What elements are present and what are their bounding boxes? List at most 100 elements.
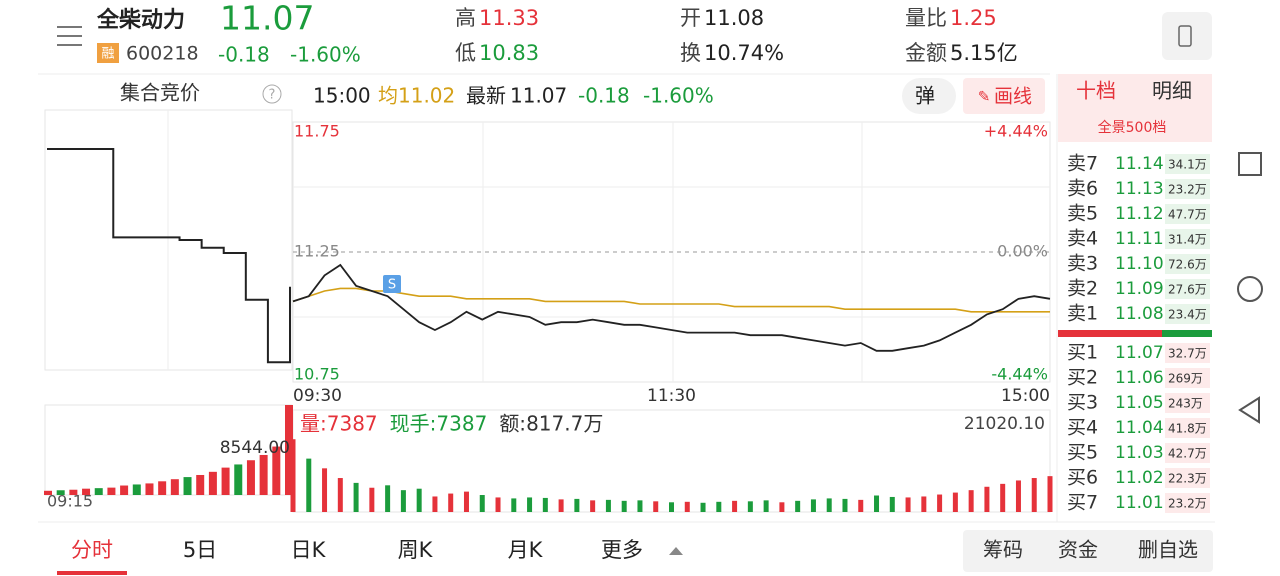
volume-bar — [353, 482, 359, 512]
avg-label: 均 — [378, 84, 398, 108]
toolbar-change-pct: -1.60% — [643, 84, 714, 108]
actions-bg — [963, 530, 1213, 572]
volume-bar — [874, 495, 880, 512]
volume-bar — [779, 502, 785, 512]
auction-volume-bar — [208, 471, 217, 495]
level-volume: 23.2万 — [1168, 183, 1207, 197]
signal-badge — [383, 275, 401, 293]
panorama-bg — [1058, 112, 1212, 142]
bottom-action[interactable]: 删自选 — [1138, 538, 1198, 562]
level-price: 11.02 — [1115, 468, 1164, 488]
stat-value: 5.15亿 — [950, 41, 1018, 65]
volume-bar — [905, 497, 911, 512]
volume-bg — [1165, 393, 1210, 413]
auction-volume-bar — [94, 488, 103, 495]
bottom-tab[interactable]: 5日 — [183, 538, 217, 562]
auction-volume-bar — [82, 488, 91, 495]
volume-bar — [1047, 476, 1053, 512]
level-volume: 34.1万 — [1168, 158, 1207, 172]
bottom-tab[interactable]: 月K — [508, 538, 544, 562]
auction-volume-bar — [158, 481, 167, 495]
y-tick-label: 11.25 — [294, 242, 340, 261]
level-volume: 243万 — [1168, 397, 1203, 411]
volume-info-value: 7387 — [327, 412, 378, 436]
change-pct: -1.60% — [290, 43, 361, 67]
volume-info-label: 额: — [499, 412, 526, 436]
auction-volume-bar — [234, 464, 243, 495]
volume-bar — [826, 498, 832, 512]
nav-back[interactable] — [1238, 396, 1260, 424]
bottom-tab[interactable]: 日K — [291, 538, 327, 562]
phone-button[interactable] — [1162, 12, 1212, 60]
level-volume: 269万 — [1168, 372, 1203, 386]
x-tick-label: 15:00 — [1001, 386, 1050, 406]
volume-bar — [432, 496, 438, 512]
level-price: 11.07 — [1115, 343, 1164, 363]
volume-info-label: 量: — [300, 412, 327, 436]
bullet-text: 弹 — [915, 84, 935, 108]
ob-tab[interactable]: 十档 — [1076, 79, 1116, 103]
volume-bg — [1165, 493, 1210, 513]
level-price: 11.11 — [1115, 229, 1164, 249]
draw-button[interactable] — [963, 78, 1045, 114]
level-price: 11.04 — [1115, 418, 1164, 438]
level-label: 买4 — [1067, 417, 1098, 439]
volume-bar — [400, 490, 406, 512]
toolbar-change: -0.18 — [578, 84, 630, 108]
level-label: 买5 — [1067, 442, 1098, 464]
bottom-action[interactable]: 筹码 — [983, 538, 1023, 562]
latest-value: 11.07 — [510, 84, 567, 108]
volume-bar — [1031, 478, 1037, 512]
volume-info-label: 现手: — [390, 412, 437, 436]
auction-volume-bar — [44, 490, 52, 495]
volume-bar — [385, 485, 391, 512]
volume-info-value: 7387 — [436, 412, 487, 436]
nav-home[interactable] — [1237, 276, 1263, 302]
level-volume: 27.6万 — [1168, 283, 1207, 297]
stat-label: 量比 — [905, 6, 947, 30]
ask-ratio — [1162, 330, 1212, 337]
auction-label: 集合竞价 — [120, 81, 200, 105]
level-volume: 23.4万 — [1168, 308, 1207, 322]
volume-bar — [463, 491, 469, 512]
volume-bar — [605, 499, 611, 512]
stat-label: 换 — [680, 41, 701, 65]
stat-value: 1.25 — [950, 6, 997, 30]
volume-bar — [984, 486, 990, 512]
margin-badge — [97, 43, 119, 63]
volume-bg — [1165, 368, 1210, 388]
volume-bg — [1165, 443, 1210, 463]
nav-recent[interactable] — [1238, 152, 1262, 176]
volume-bg — [1165, 468, 1210, 488]
tab-underline — [57, 571, 127, 575]
panorama[interactable]: 全景500档 — [1098, 119, 1167, 136]
volume-bar — [621, 500, 627, 512]
level-label: 卖4 — [1067, 228, 1098, 250]
volume-info-value: 817.7万 — [526, 412, 603, 436]
volume-bg — [1165, 229, 1210, 249]
volume-bar — [810, 499, 816, 512]
volume-bar — [700, 502, 706, 512]
bottom-action[interactable]: 资金 — [1058, 538, 1098, 562]
menu-icon[interactable] — [57, 26, 82, 46]
auction-x-label: 09:15 — [47, 492, 93, 511]
volume-bar — [684, 501, 690, 512]
bottom-tab[interactable]: 周K — [398, 538, 434, 562]
more-arrow[interactable] — [669, 547, 683, 555]
time: 15:00 — [313, 84, 371, 108]
bottom-tab[interactable]: 分时 — [71, 538, 113, 562]
auction-volume-bar — [107, 487, 116, 495]
volume-bar — [669, 502, 674, 512]
volume-bar — [448, 493, 454, 512]
volume-bar — [479, 495, 485, 512]
help-text: ? — [269, 88, 276, 103]
level-label: 卖3 — [1067, 253, 1098, 275]
volume-bar — [337, 478, 343, 512]
bullet-button[interactable] — [902, 78, 956, 114]
volume-bg — [1165, 418, 1210, 438]
bottom-tab[interactable]: 更多 — [601, 538, 643, 562]
level-volume: 22.3万 — [1168, 472, 1207, 486]
ob-tab[interactable]: 明细 — [1152, 79, 1192, 103]
help-icon[interactable] — [262, 84, 282, 104]
level-label: 买1 — [1067, 342, 1098, 364]
